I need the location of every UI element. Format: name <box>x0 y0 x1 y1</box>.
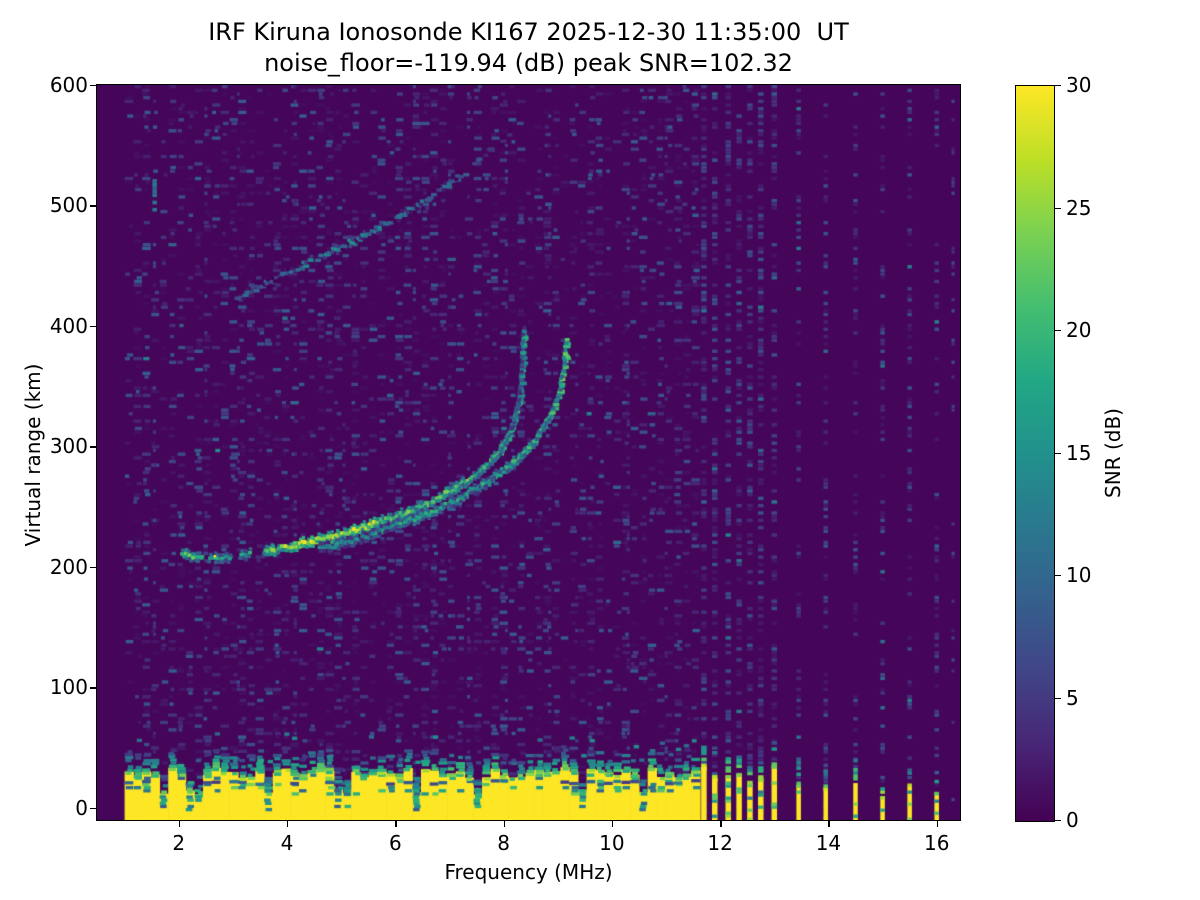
colorbar-tick-label: 20 <box>1066 318 1092 342</box>
colorbar-tick <box>1054 575 1061 577</box>
y-tick <box>90 85 97 87</box>
y-tick-label: 400 <box>49 313 88 338</box>
colorbar-tick <box>1054 820 1061 822</box>
chart-title-line2: noise_floor=-119.94 (dB) peak SNR=102.32 <box>264 49 793 77</box>
x-tick <box>936 820 939 827</box>
colorbar-tick-label: 15 <box>1066 440 1092 465</box>
y-tick <box>90 205 97 207</box>
colorbar-label: SNR (dB) <box>1101 408 1125 498</box>
y-axis-label: Virtual range (km) <box>21 363 45 547</box>
chart-title-line1: IRF Kiruna Ionosonde KI167 2025-12-30 11… <box>208 18 849 46</box>
y-tick-label: 600 <box>49 73 88 97</box>
colorbar <box>1015 85 1055 822</box>
y-tick <box>90 687 97 689</box>
x-tick-label: 4 <box>280 831 294 855</box>
x-tick-label: 8 <box>497 831 510 855</box>
colorbar-tick <box>1054 207 1061 209</box>
colorbar-tick-label: 30 <box>1066 73 1092 97</box>
chart-title: IRF Kiruna Ionosonde KI167 2025-12-30 11… <box>97 17 960 79</box>
x-tick <box>611 820 614 827</box>
colorbar-tick-label: 10 <box>1066 563 1092 587</box>
x-tick <box>503 820 505 827</box>
y-tick-label: 500 <box>49 193 88 218</box>
y-tick <box>90 325 97 328</box>
x-tick <box>287 820 289 827</box>
x-tick-label: 10 <box>599 831 625 855</box>
x-tick <box>720 820 722 827</box>
x-tick-label: 14 <box>815 831 842 855</box>
x-tick <box>178 820 181 827</box>
y-tick-label: 100 <box>49 675 88 700</box>
y-tick-label: 0 <box>75 795 88 820</box>
colorbar-tick <box>1054 697 1061 699</box>
colorbar-tick-label: 5 <box>1066 685 1079 710</box>
colorbar-tick <box>1054 330 1061 332</box>
colorbar-tick-label: 0 <box>1066 808 1079 832</box>
x-tick <box>395 820 397 827</box>
x-tick <box>828 820 830 827</box>
x-tick-label: 16 <box>923 831 950 855</box>
y-tick <box>90 566 97 569</box>
y-tick <box>90 807 97 810</box>
colorbar-tick <box>1054 452 1061 454</box>
x-tick-label: 12 <box>707 831 733 855</box>
y-tick-label: 300 <box>49 434 88 459</box>
colorbar-tick <box>1054 85 1061 87</box>
x-axis-label: Frequency (MHz) <box>444 860 613 884</box>
y-tick-label: 200 <box>49 554 88 579</box>
colorbar-tick-label: 25 <box>1066 195 1092 220</box>
x-tick-label: 2 <box>172 831 186 855</box>
x-tick-label: 6 <box>388 831 402 855</box>
y-tick <box>90 446 97 448</box>
ionogram-heatmap <box>97 85 960 820</box>
